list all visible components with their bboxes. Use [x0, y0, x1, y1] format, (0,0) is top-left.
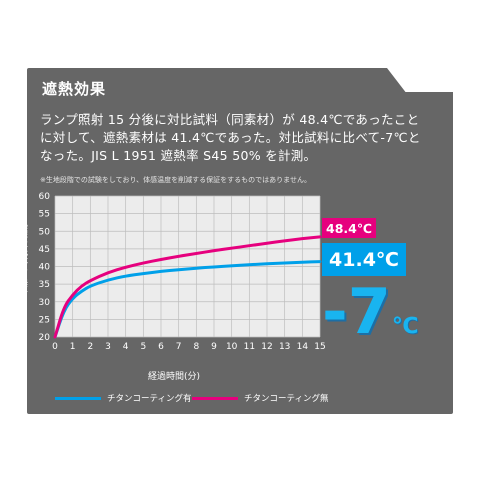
section-title: 遮熱効果 [42, 80, 107, 98]
x-tick-label: 5 [140, 342, 146, 352]
x-tick-label: 4 [123, 342, 129, 352]
coated-temperature-badge: 41.4℃ [322, 243, 406, 276]
x-tick-label: 10 [226, 342, 238, 352]
y-tick-label: 60 [39, 192, 51, 202]
y-tick-label: 20 [39, 333, 51, 343]
y-axis-label: 熱線吸光体の温度(℃) [17, 220, 27, 322]
difference-number: -7 [322, 275, 391, 348]
legend-label-coated: チタンコーティング有 [107, 394, 192, 404]
legend-swatch-coated [55, 396, 101, 400]
description-line-1: ランプ照射 15 分後に対比試料（同素材）が 48.4℃であったこと [40, 112, 420, 127]
description-text: ランプ照射 15 分後に対比試料（同素材）が 48.4℃であったこと に対して、… [40, 111, 452, 165]
y-tick-label: 55 [39, 210, 50, 220]
y-tick-label: 50 [39, 227, 51, 237]
description-line-3: なった。JIS L 1951 遮熱率 S45 50% を計測。 [40, 148, 317, 163]
uncoated-temperature-badge: 48.4℃ [322, 218, 376, 238]
x-tick-label: 6 [158, 342, 164, 352]
x-tick-label: 14 [297, 342, 309, 352]
x-tick-label: 2 [87, 342, 93, 352]
legend-label-uncoated: チタンコーティング無 [244, 394, 329, 404]
x-tick-label: 3 [105, 342, 111, 352]
y-tick-label: 35 [39, 280, 50, 290]
x-tick-label: 7 [176, 342, 182, 352]
y-tick-label: 25 [39, 315, 50, 325]
x-tick-label: 13 [279, 342, 290, 352]
x-tick-label: 11 [244, 342, 255, 352]
y-tick-label: 40 [39, 263, 51, 273]
description-line-2: に対して、遮熱素材は 41.4℃であった。対比試料に比べて-7℃と [40, 130, 421, 145]
temperature-difference: -7 ℃ [322, 277, 422, 347]
x-tick-label: 8 [193, 342, 199, 352]
x-tick-label: 1 [70, 342, 76, 352]
x-tick-label: 12 [261, 342, 272, 352]
x-tick-label: 0 [52, 342, 58, 352]
legend-item-uncoated: チタンコーティング無 [192, 393, 329, 404]
series-line-coated [53, 260, 322, 339]
y-tick-label: 45 [39, 245, 50, 255]
x-tick-label: 15 [314, 342, 325, 352]
legend-item-coated: チタンコーティング有 [55, 393, 192, 404]
difference-unit: ℃ [391, 314, 419, 339]
x-tick-label: 9 [211, 342, 217, 352]
x-axis-label: 経過時間(分) [148, 372, 201, 382]
y-tick-label: 30 [39, 298, 51, 308]
disclaimer-note: ※生地段階での試験をしており、体感温度を削減する保証をするものではありません。 [40, 176, 311, 184]
series-line-uncoated [53, 235, 322, 339]
legend-swatch-uncoated [192, 396, 238, 400]
